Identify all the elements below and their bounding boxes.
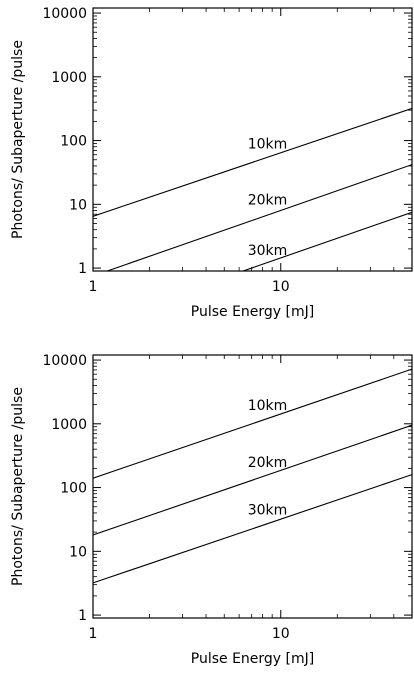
chart-0-x-tick-label: 10 [272, 279, 290, 295]
chart-1-series-10km-label: 10km [248, 398, 288, 414]
chart-1-plot-frame [92, 354, 413, 619]
chart-0-series-20km-line [105, 164, 412, 271]
chart-0-y-tick-label: 1000 [51, 70, 87, 86]
chart-0-x-axis-label: Pulse Energy [mJ] [191, 304, 314, 320]
chart-0-y-tick-label: 10 [69, 197, 87, 213]
chart-1-y-tick-label: 10 [69, 544, 87, 560]
chart-0-series-10km-line [93, 107, 412, 217]
chart-1-y-tick-label: 1000 [51, 417, 87, 433]
chart-1-y-axis-label: Photons/ Subaperture /pulse [10, 387, 26, 586]
chart-1-series-20km-line [93, 424, 412, 536]
chart-0-series-20km-label: 20km [248, 192, 288, 208]
chart-0-y-tick-label: 100 [60, 134, 87, 150]
chart-0-series-10km-label: 10km [248, 137, 288, 153]
chart-1-series-20km-label: 20km [248, 455, 288, 471]
chart-0-series-30km-label: 30km [248, 243, 288, 259]
chart-1-y-tick-label: 100 [60, 481, 87, 497]
chart-0-y-tick-label: 10000 [42, 6, 87, 22]
chart-1-y-tick-label: 10000 [42, 353, 87, 369]
chart-1-x-tick-label: 1 [89, 626, 98, 642]
chart-0-series-30km-line [242, 211, 412, 271]
chart-1-x-tick-label: 10 [272, 626, 290, 642]
chart-1-series-30km-line [93, 474, 412, 584]
chart-0-y-axis-label: Photons/ Subaperture /pulse [10, 40, 26, 239]
chart-0-y-tick-label: 1 [78, 261, 87, 277]
chart-1-x-axis-label: Pulse Energy [mJ] [191, 651, 314, 667]
chart-0-plot-frame [92, 7, 413, 272]
chart-1-y-tick-label: 1 [78, 608, 87, 624]
chart-0-x-tick-label: 1 [89, 279, 98, 295]
chart-1-series-30km-label: 30km [248, 502, 288, 518]
chart-1-series-10km-line [93, 368, 412, 479]
